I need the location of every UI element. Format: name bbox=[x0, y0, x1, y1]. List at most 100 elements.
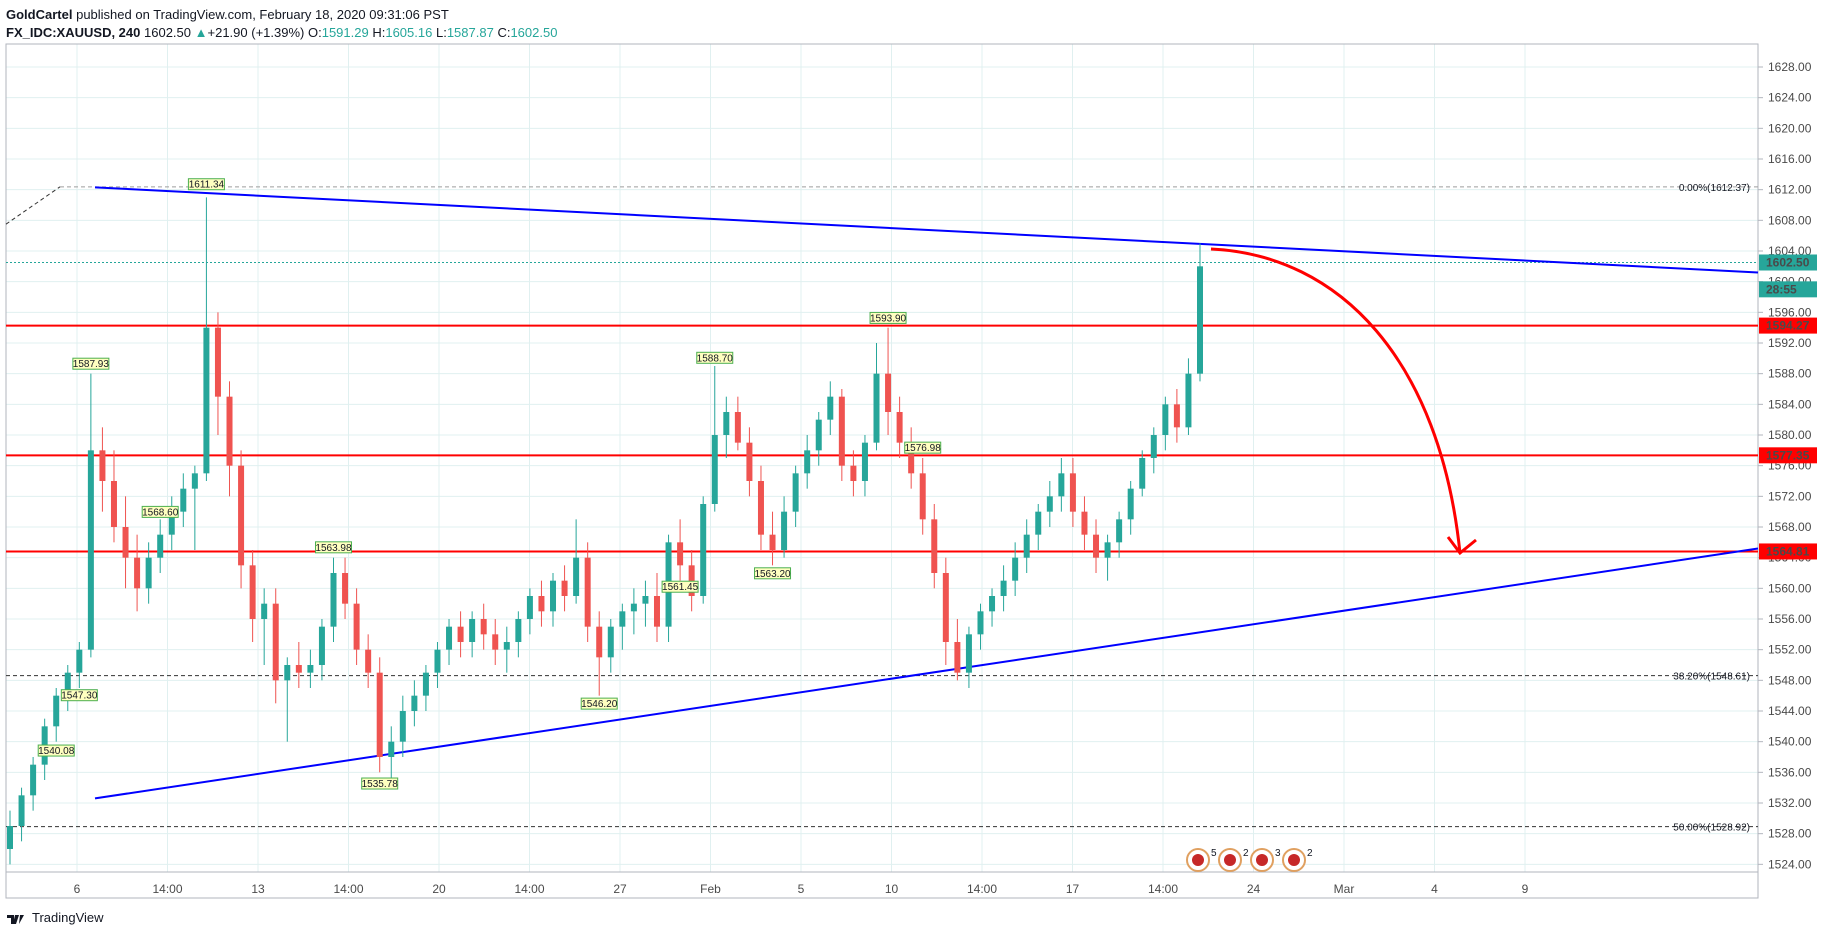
close-value: 1602.50 bbox=[510, 25, 558, 40]
candle-body bbox=[746, 442, 753, 481]
tradingview-logo-icon[interactable] bbox=[6, 911, 28, 925]
candle-body bbox=[145, 557, 152, 589]
price-label-text: 1594.27 bbox=[1766, 319, 1810, 333]
candle-body bbox=[134, 557, 141, 589]
swing-label-box bbox=[754, 567, 792, 580]
swing-label-text: 1576.98 bbox=[905, 443, 942, 454]
swing-label-text: 1546.20 bbox=[581, 699, 618, 710]
candle-body bbox=[1104, 542, 1111, 558]
swing-label-box bbox=[869, 311, 907, 324]
time-tick-label: 13 bbox=[251, 882, 265, 896]
time-tick-label: 20 bbox=[432, 882, 446, 896]
swing-label-box bbox=[37, 744, 75, 757]
price-tick-label: 1552.00 bbox=[1768, 643, 1812, 657]
candle-body bbox=[1012, 557, 1019, 581]
swing-label-box bbox=[60, 689, 98, 702]
candle-body bbox=[873, 373, 880, 443]
low-label: L: bbox=[435, 25, 447, 40]
candle-body bbox=[896, 412, 903, 443]
candle-body bbox=[30, 764, 37, 796]
price-tick-label: 1544.00 bbox=[1768, 704, 1812, 718]
price-tick-label: 1628.00 bbox=[1768, 60, 1812, 74]
candle-body bbox=[1139, 458, 1146, 489]
time-axis[interactable]: 6 14:00 13 14:00 20 14:00 27 Feb 5 10 14:00 17 14:00… bbox=[74, 882, 1529, 896]
swing-label-text: 1588.70 bbox=[697, 353, 734, 364]
publish-info: published on TradingView.com, February 1… bbox=[76, 7, 449, 22]
horizontal-levels[interactable] bbox=[6, 262, 1758, 553]
trendlines[interactable] bbox=[94, 186, 1759, 800]
candle-body bbox=[1173, 404, 1180, 428]
candle-body bbox=[434, 649, 441, 673]
candle-body bbox=[469, 619, 476, 642]
swing-label-text: 1561.45 bbox=[662, 582, 699, 593]
candle-body bbox=[642, 596, 649, 604]
candle-body bbox=[850, 465, 857, 481]
time-tick-label: 14:00 bbox=[333, 882, 363, 896]
candle-body bbox=[561, 580, 568, 596]
time-tick-label: 14:00 bbox=[967, 882, 997, 896]
candle-body bbox=[1162, 404, 1169, 435]
swing-label-box bbox=[696, 351, 734, 364]
chart-header: GoldCartel published on TradingView.com,… bbox=[6, 6, 1806, 42]
candle-body bbox=[792, 473, 799, 512]
swing-labels: 1611.34 1587.93 1568.60 1563.98 1540.08 1535.… bbox=[37, 178, 942, 790]
fib-label: 0.00%(1612.37) bbox=[1679, 183, 1750, 194]
candle-body bbox=[954, 642, 961, 673]
economic-events[interactable]: 5 2 3 2 bbox=[1186, 848, 1313, 872]
price-tick-label: 1592.00 bbox=[1768, 336, 1812, 350]
candle-body bbox=[584, 557, 591, 627]
candle-body bbox=[1185, 373, 1192, 428]
candle-body bbox=[7, 826, 13, 849]
candle-body bbox=[446, 626, 453, 650]
price-label-text: 1602.50 bbox=[1766, 256, 1810, 270]
candle-body bbox=[284, 665, 291, 681]
time-tick-label: 10 bbox=[885, 882, 899, 896]
fib-label: 38.20%(1548.61) bbox=[1673, 672, 1750, 683]
time-tick-label: 5 bbox=[798, 882, 805, 896]
candle-body bbox=[99, 450, 106, 481]
candle-body bbox=[1046, 496, 1053, 512]
high-label: H: bbox=[372, 25, 386, 40]
price-tick-label: 1556.00 bbox=[1768, 612, 1812, 626]
candle-body bbox=[18, 795, 25, 826]
publish-line: GoldCartel published on TradingView.com,… bbox=[6, 6, 1806, 24]
price-label-box bbox=[1759, 317, 1817, 334]
candle-body bbox=[688, 565, 695, 596]
time-tick-label: Mar bbox=[1334, 882, 1355, 896]
candle-body bbox=[422, 672, 429, 696]
swing-label-text: 1535.78 bbox=[362, 779, 399, 790]
time-tick-label: Feb bbox=[700, 882, 721, 896]
footer-brand[interactable]: TradingView bbox=[32, 910, 104, 925]
change-value: +21.90 (+1.39%) bbox=[207, 25, 305, 40]
candle-body bbox=[734, 412, 741, 443]
candle-body bbox=[619, 611, 626, 627]
swing-label-text: 1587.93 bbox=[73, 359, 110, 370]
swing-label-box bbox=[314, 541, 352, 554]
candle-body bbox=[538, 596, 545, 612]
candle-body bbox=[330, 573, 337, 627]
candle-body bbox=[122, 527, 129, 558]
candle-body bbox=[214, 327, 221, 397]
swing-label-box bbox=[72, 357, 110, 370]
candle-body bbox=[480, 619, 487, 635]
event-count: 5 bbox=[1211, 848, 1217, 859]
candle-body bbox=[1069, 473, 1076, 512]
open-value: 1591.29 bbox=[321, 25, 369, 40]
candle-body bbox=[965, 634, 972, 673]
projection-arrow[interactable] bbox=[1210, 247, 1462, 554]
price-tick-label: 1524.00 bbox=[1768, 857, 1812, 871]
candle-body bbox=[573, 557, 580, 596]
candle-body bbox=[815, 419, 822, 451]
low-value: 1587.87 bbox=[446, 25, 494, 40]
price-axis[interactable]: 1628.00 1624.00 1620.00 1616.00 1612.00 1608.… bbox=[1758, 60, 1812, 871]
time-tick-label: 14:00 bbox=[514, 882, 544, 896]
price-label-text: 1564.81 bbox=[1766, 544, 1810, 558]
author-name[interactable]: GoldCartel bbox=[6, 7, 73, 22]
arrow-head-icon bbox=[1446, 536, 1477, 556]
price-tick-label: 1608.00 bbox=[1768, 213, 1812, 227]
symbol-label: FX_IDC:XAUUSD, 240 bbox=[6, 25, 141, 40]
price-tick-label: 1540.00 bbox=[1768, 735, 1812, 749]
ohlc-line: FX_IDC:XAUUSD, 240 1602.50 ▲+21.90 (+1.3… bbox=[6, 24, 1806, 42]
candle-body bbox=[503, 642, 510, 650]
